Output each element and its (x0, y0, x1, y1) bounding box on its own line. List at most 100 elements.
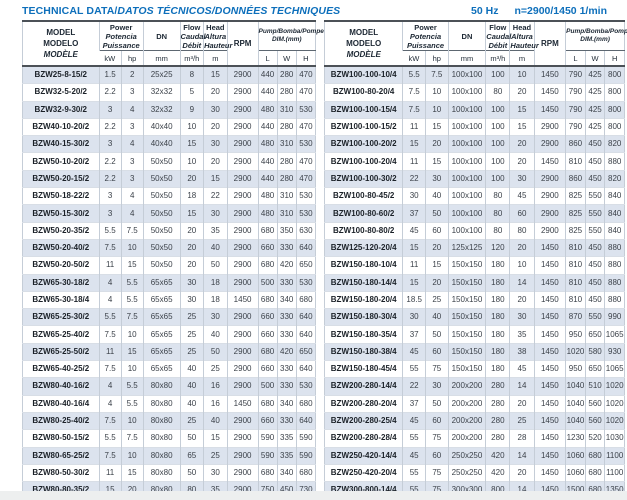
value-cell: 150x150 (447, 256, 486, 275)
value-cell: 40 (203, 325, 228, 344)
value-cell: 100x100 (447, 187, 486, 205)
dim-header-line2: DIM.(mm) (271, 36, 302, 43)
value-cell: 7.5 (98, 411, 122, 430)
value-cell: 40 (425, 187, 449, 205)
model-cell: BZW100-100-15/4 (324, 100, 403, 119)
value-cell: 30 (203, 463, 228, 482)
table-row: BZW250-420-14/4 45 60 250x250 420 14 1450 1060 6… (324, 446, 625, 465)
value-cell: 680 (257, 342, 278, 361)
value-cell: 100 (485, 169, 510, 188)
model-header-en: MODEL (349, 28, 379, 37)
value-cell: 100 (485, 152, 510, 171)
value-cell: 4 (98, 290, 122, 309)
table-body: BZW100-100-10/4 5.5 7.5 100x100 100 10 1450 790… (324, 65, 625, 500)
value-cell: 100x100 (447, 65, 486, 84)
model-cell: BZW40-15-30/2 (22, 135, 100, 153)
model-cell: BZW50-18-22/2 (22, 187, 100, 205)
value-cell: 880 (604, 152, 625, 171)
table-row: BZW32-5-20/2 2.2 3 32x32 5 20 2900 440 280 470 (22, 83, 316, 102)
value-cell: 500 (257, 273, 278, 292)
value-cell: 4 (98, 377, 122, 396)
value-cell: 50x50 (142, 169, 181, 188)
value-cell: 680 (295, 394, 316, 413)
dn-column-header: DN (447, 21, 486, 51)
value-cell: 50 (203, 342, 228, 361)
rpm-column-header: RPM (226, 21, 259, 67)
value-cell: 120 (485, 238, 510, 257)
value-cell: 38 (509, 342, 535, 361)
value-cell: 20 (203, 117, 228, 136)
value-cell: 825 (565, 187, 586, 205)
value-cell: 470 (295, 169, 316, 188)
value-cell: 15 (402, 273, 426, 292)
value-cell: 15 (509, 100, 535, 119)
value-cell: 340 (276, 394, 297, 413)
value-cell: 825 (565, 204, 586, 223)
value-cell: 2 (120, 65, 144, 84)
value-cell: 2900 (226, 446, 259, 465)
value-cell: 10 (509, 256, 535, 275)
value-cell: 650 (295, 342, 316, 361)
value-cell: 2900 (226, 463, 259, 482)
value-cell: 40 (203, 411, 228, 430)
value-cell: 880 (604, 238, 625, 257)
value-cell: 550 (584, 308, 605, 326)
value-cell: 30 (179, 290, 204, 309)
value-cell: 530 (295, 100, 316, 119)
value-cell: 200x200 (447, 377, 486, 396)
unit-hp: hp (120, 50, 144, 67)
value-cell: 11 (98, 342, 122, 361)
flow-column-header: Flow Caudal Débit (179, 21, 206, 51)
value-cell: 80x80 (142, 411, 181, 430)
value-cell: 2900 (226, 360, 259, 378)
value-cell: 450 (584, 152, 605, 171)
unit-kw: kW (99, 50, 122, 67)
value-cell: 450 (584, 238, 605, 257)
value-cell: 2900 (226, 273, 259, 292)
value-cell: 80 (485, 221, 510, 240)
value-cell: 3 (98, 135, 122, 153)
value-cell: 330 (276, 273, 297, 292)
model-cell: BZW125-120-20/4 (324, 238, 403, 257)
value-cell: 10 (120, 411, 144, 430)
table-row: BZW150-180-20/4 18.5 25 150x150 180 20 1450 810… (324, 290, 625, 309)
value-cell: 470 (295, 117, 316, 136)
value-cell: 30 (509, 169, 535, 188)
value-cell: 5.5 (98, 429, 122, 448)
table-row: BZW80-50-15/2 5.5 7.5 80x80 50 15 2900 590 335 59… (22, 429, 316, 448)
value-cell: 150x150 (447, 342, 486, 361)
table-row: BZW65-30-18/2 4 5.5 65x65 30 18 2900 500 330 530 (22, 273, 316, 292)
model-cell: BZW100-100-10/4 (324, 65, 403, 84)
model-cell: BZW80-50-30/2 (22, 463, 100, 482)
value-cell: 810 (565, 152, 586, 171)
value-cell: 28 (509, 429, 535, 448)
value-cell: 30 (509, 308, 535, 326)
value-cell: 1060 (565, 463, 586, 482)
model-cell: BZW50-20-40/2 (22, 238, 100, 257)
value-cell: 4 (98, 394, 122, 413)
value-cell: 930 (604, 342, 625, 361)
model-cell: BZW100-100-20/2 (324, 135, 403, 153)
value-cell: 425 (584, 83, 605, 102)
value-cell: 20 (179, 169, 204, 188)
table-row: BZW65-25-50/2 11 15 65x65 25 50 2900 680 420 650 (22, 342, 316, 361)
model-cell: BZW100-100-30/2 (324, 169, 403, 188)
value-cell: 50x50 (142, 238, 181, 257)
head-header-es: Altura (511, 31, 533, 41)
value-cell: 10 (120, 238, 144, 257)
value-cell: 330 (276, 308, 297, 326)
value-cell: 25 (203, 446, 228, 465)
value-cell: 50x50 (142, 152, 181, 171)
value-cell: 5 (179, 83, 204, 102)
frequency-info: 50 Hz n=2900/1450 1/min (471, 5, 607, 17)
value-cell: 450 (584, 135, 605, 153)
value-cell: 640 (295, 360, 316, 378)
value-cell: 125x125 (447, 238, 486, 257)
value-cell: 660 (257, 325, 278, 344)
value-cell: 425 (584, 65, 605, 84)
table-row: BZW150-180-38/4 45 60 150x150 180 38 1450 1020 5… (324, 342, 625, 361)
value-cell: 7.5 (120, 308, 144, 326)
value-cell: 2900 (226, 411, 259, 430)
value-cell: 75 (425, 360, 449, 378)
model-cell: BZW100-80-80/2 (324, 221, 403, 240)
